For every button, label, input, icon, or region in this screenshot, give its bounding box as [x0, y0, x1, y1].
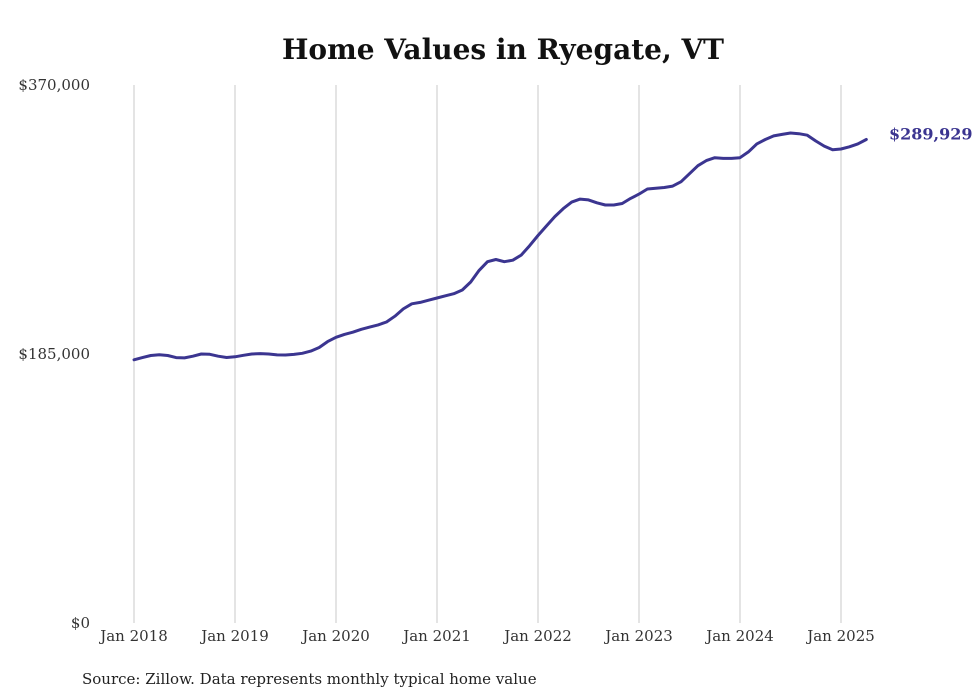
x-tick-label: Jan 2022 [502, 627, 572, 645]
y-axis-tick-labels: $0 $185,000 $370,000 [18, 76, 90, 632]
x-tick-label: Jan 2025 [805, 627, 875, 645]
x-tick-label: Jan 2019 [199, 627, 269, 645]
x-tick-label: Jan 2024 [704, 627, 774, 645]
home-value-series-line [132, 131, 868, 362]
x-tick-label: Jan 2020 [300, 627, 370, 645]
y-tick-label: $185,000 [18, 345, 90, 363]
x-tick-label: Jan 2018 [98, 627, 168, 645]
x-tick-label: Jan 2023 [603, 627, 673, 645]
grid-lines [133, 85, 842, 623]
y-tick-label: $370,000 [18, 76, 90, 94]
x-axis-tick-labels: Jan 2018 Jan 2019 Jan 2020 Jan 2021 Jan 2022… [98, 627, 875, 645]
chart-title: Home Values in Ryegate, VT [282, 33, 724, 66]
source-note: Source: Zillow. Data represents monthly … [82, 670, 537, 688]
latest-value-label: $289,929 [889, 125, 973, 144]
y-tick-label: $0 [71, 614, 90, 632]
x-tick-label: Jan 2021 [401, 627, 471, 645]
